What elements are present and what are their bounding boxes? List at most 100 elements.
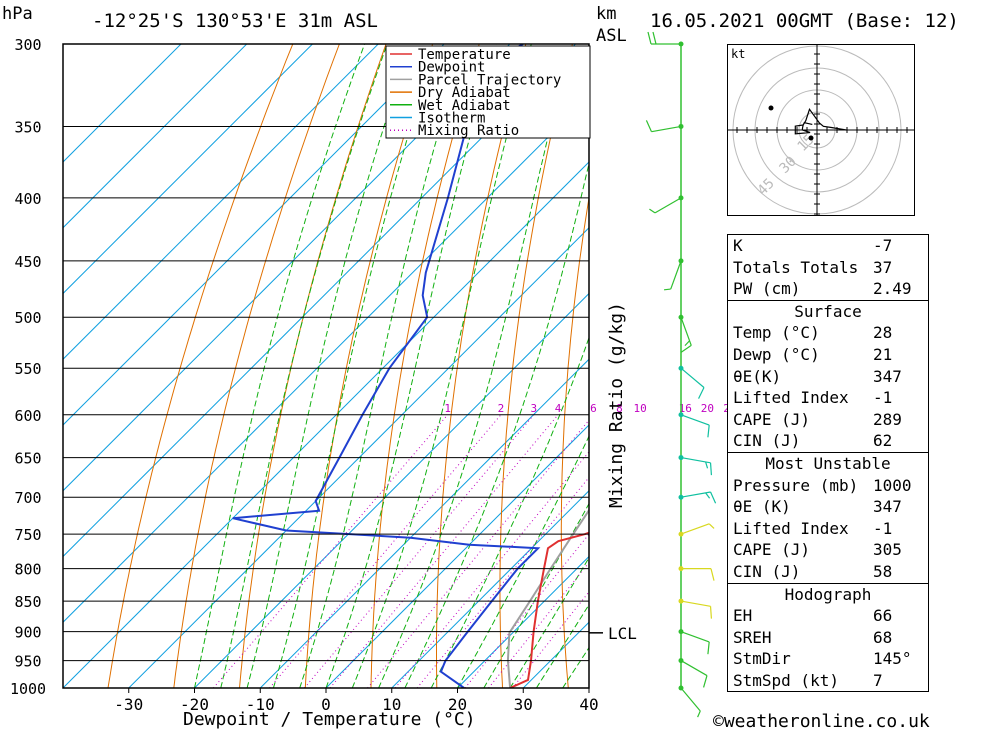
lcl-label: LCL	[608, 624, 637, 643]
table-row: CIN (J) 62	[733, 431, 893, 451]
wind-barb	[678, 685, 701, 718]
wet-adiabat-line	[325, 44, 497, 688]
table-row: CAPE (J) 289	[733, 409, 902, 429]
wind-barb	[678, 314, 692, 353]
legend-entry: Dewpoint	[418, 60, 485, 76]
pressure-tick-label: 800	[14, 561, 41, 579]
mixing-ratio-line	[329, 414, 559, 688]
mixing-ratio-label: 3	[531, 402, 538, 415]
pressure-tick-label: 650	[14, 450, 41, 468]
isotherm-line	[63, 95, 589, 623]
table-row: Totals Totals 37	[733, 257, 893, 277]
dry-adiabat-line	[173, 44, 340, 688]
dry-adiabat-line	[991, 44, 1000, 688]
table-row: Lifted Index -1	[733, 388, 893, 408]
dry-adiabat-line	[943, 44, 1000, 688]
x-axis-label: Dewpoint / Temperature (°C)	[183, 709, 476, 730]
isotherm-line	[63, 44, 182, 163]
pressure-tick-label: 850	[14, 593, 41, 611]
wet-adiabat-line	[483, 502, 589, 688]
legend-box	[385, 45, 591, 139]
pressure-tick-label: 550	[14, 360, 41, 378]
wet-adiabat-line	[272, 44, 438, 688]
table-row: Dewp (°C) 21	[733, 344, 893, 364]
wet-adiabat-line	[509, 556, 589, 688]
wind-barb	[647, 31, 684, 47]
isotherm-line	[63, 44, 313, 295]
mixing-ratio-label: 2	[498, 402, 505, 415]
table-row: K -7	[733, 236, 893, 255]
hodograph-trace	[794, 107, 847, 135]
pressure-tick-label: 350	[14, 118, 41, 136]
isotherm-line	[63, 44, 511, 492]
pressure-tick-label: 750	[14, 526, 41, 544]
mixing-ratio-line	[394, 451, 589, 688]
temperature-tick-label: 0	[321, 695, 331, 714]
wind-barb	[678, 455, 713, 476]
temperature-tick-label: -30	[114, 695, 143, 714]
general-indices-table: K -7 Totals Totals 37 PW (cm) 2.49 Surface …	[727, 234, 929, 693]
isotherm-line	[325, 424, 589, 688]
pressure-tick-label: 500	[14, 309, 41, 327]
temperature-tick-label: 20	[448, 695, 467, 714]
hodograph-point	[768, 105, 774, 111]
hodograph-storm-motion	[808, 135, 814, 141]
wind-barb-column	[645, 31, 717, 718]
site-credit[interactable]: ©weatheronline.co.uk	[713, 711, 930, 732]
isotherm-line	[128, 227, 589, 688]
table-row: θE (K) 347	[733, 497, 902, 517]
table-row: StmSpd (kt) 7	[733, 670, 883, 690]
wind-barb	[678, 658, 708, 688]
pressure-tick-label: 600	[14, 407, 41, 425]
isotherm-line	[63, 44, 576, 558]
legend-entry: Temperature	[418, 47, 511, 63]
isotherm-line	[63, 44, 379, 360]
pressure-tick-label: 700	[14, 489, 41, 507]
wind-barb	[678, 365, 705, 399]
isotherm-line	[63, 44, 445, 426]
wind-barb	[678, 523, 715, 537]
table-row: Temp (°C) 28	[733, 323, 893, 343]
table-row: Lifted Index -1	[733, 518, 893, 538]
hodograph-section-title: Hodograph	[728, 582, 928, 606]
table-row: Pressure (mb) 1000	[733, 475, 912, 495]
wet-adiabat-line	[378, 44, 572, 688]
wind-barb	[664, 258, 684, 291]
temperature-tick-label: -10	[246, 695, 275, 714]
pressure-tick-label: 300	[14, 36, 41, 54]
site-name: weatheronline.co.uk	[723, 711, 930, 732]
surface-section-title: Surface	[728, 299, 928, 323]
wet-adiabat-line	[194, 44, 366, 688]
wet-adiabat-line	[404, 161, 589, 688]
wind-barb	[678, 598, 713, 619]
isotherm-line	[391, 490, 589, 688]
isotherm-line	[259, 358, 589, 688]
legend-entry: Parcel Trajectory	[418, 72, 561, 88]
temperature-tick-label: 10	[382, 695, 401, 714]
legend-entry: Mixing Ratio	[418, 123, 519, 139]
temperature-tick-label: 30	[514, 695, 533, 714]
dewpoint-line	[232, 44, 541, 688]
pressure-tick-label: 400	[14, 190, 41, 208]
pressure-tick-label: 900	[14, 624, 41, 642]
isotherm-line	[63, 161, 589, 688]
copyright-symbol: ©	[713, 711, 724, 732]
mixing-ratio-axis-label: Mixing Ratio (g/kg)	[606, 302, 627, 508]
asl-label: ASL	[596, 26, 627, 46]
legend-entry: Dry Adiabat	[418, 85, 511, 101]
sounding-datetime: 16.05.2021 00GMT (Base: 12)	[650, 10, 959, 32]
wind-barb	[649, 195, 684, 214]
pressure-unit-label: hPa	[2, 4, 33, 24]
wind-barb	[678, 566, 715, 581]
pressure-tick-label: 450	[14, 253, 41, 271]
isotherm-line	[63, 44, 248, 229]
table-row: StmDir 145°	[733, 649, 912, 669]
wind-barb	[678, 491, 717, 504]
wind-barb	[645, 120, 684, 133]
mixing-ratio-line	[304, 414, 535, 688]
legend-entry: Wet Adiabat	[418, 98, 511, 114]
mixing-ratio-label: 10	[634, 402, 647, 415]
table-row: θE(K) 347	[733, 366, 902, 386]
